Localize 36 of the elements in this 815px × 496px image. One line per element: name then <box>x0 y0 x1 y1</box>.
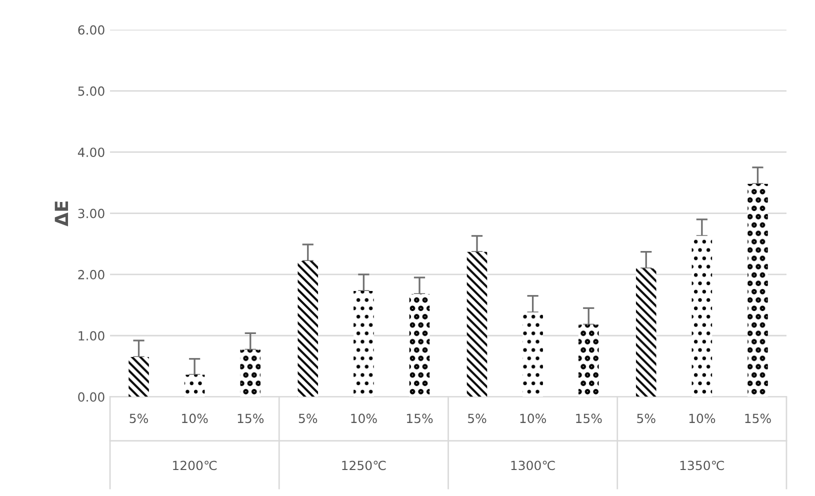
bar <box>522 312 543 397</box>
x-tick-label: 1350℃ <box>680 460 724 470</box>
y-tick-label: 0.00 <box>78 392 104 402</box>
text: 10% <box>351 414 377 424</box>
text: 15% <box>406 414 433 424</box>
bar <box>240 350 261 397</box>
bar <box>466 252 488 397</box>
y-tick-label: 1.00 <box>78 331 104 341</box>
x-tick-label: 1300℃ <box>511 460 555 470</box>
series-label: 15% <box>238 414 264 424</box>
bar <box>636 268 656 397</box>
text: 10% <box>689 414 716 424</box>
y-tick-label: 5.00 <box>78 86 104 96</box>
y-tick-label: 3.00 <box>78 208 104 218</box>
text: 15% <box>745 414 771 424</box>
text: 15% <box>576 414 602 424</box>
y-axis-title: ΔE <box>54 201 68 226</box>
text: 5% <box>637 414 656 424</box>
bar <box>409 294 430 397</box>
series-label: 5% <box>130 414 148 424</box>
x-tick-label: 1200℃ <box>173 460 217 470</box>
series-label: 10% <box>182 414 208 424</box>
bar <box>298 260 318 397</box>
y-tick-label: 4.00 <box>78 148 104 158</box>
bar <box>354 290 374 397</box>
bar <box>692 236 712 397</box>
text: 10% <box>520 414 546 424</box>
y-tick-label: 2.00 <box>78 270 104 280</box>
text: 5% <box>468 414 486 424</box>
bar <box>128 357 149 397</box>
bar <box>184 374 205 397</box>
y-tick-label: 6.00 <box>78 25 104 35</box>
bar <box>748 184 768 397</box>
text: 5% <box>298 414 318 424</box>
bar <box>578 324 599 397</box>
x-tick-label: 1250℃ <box>342 460 386 470</box>
